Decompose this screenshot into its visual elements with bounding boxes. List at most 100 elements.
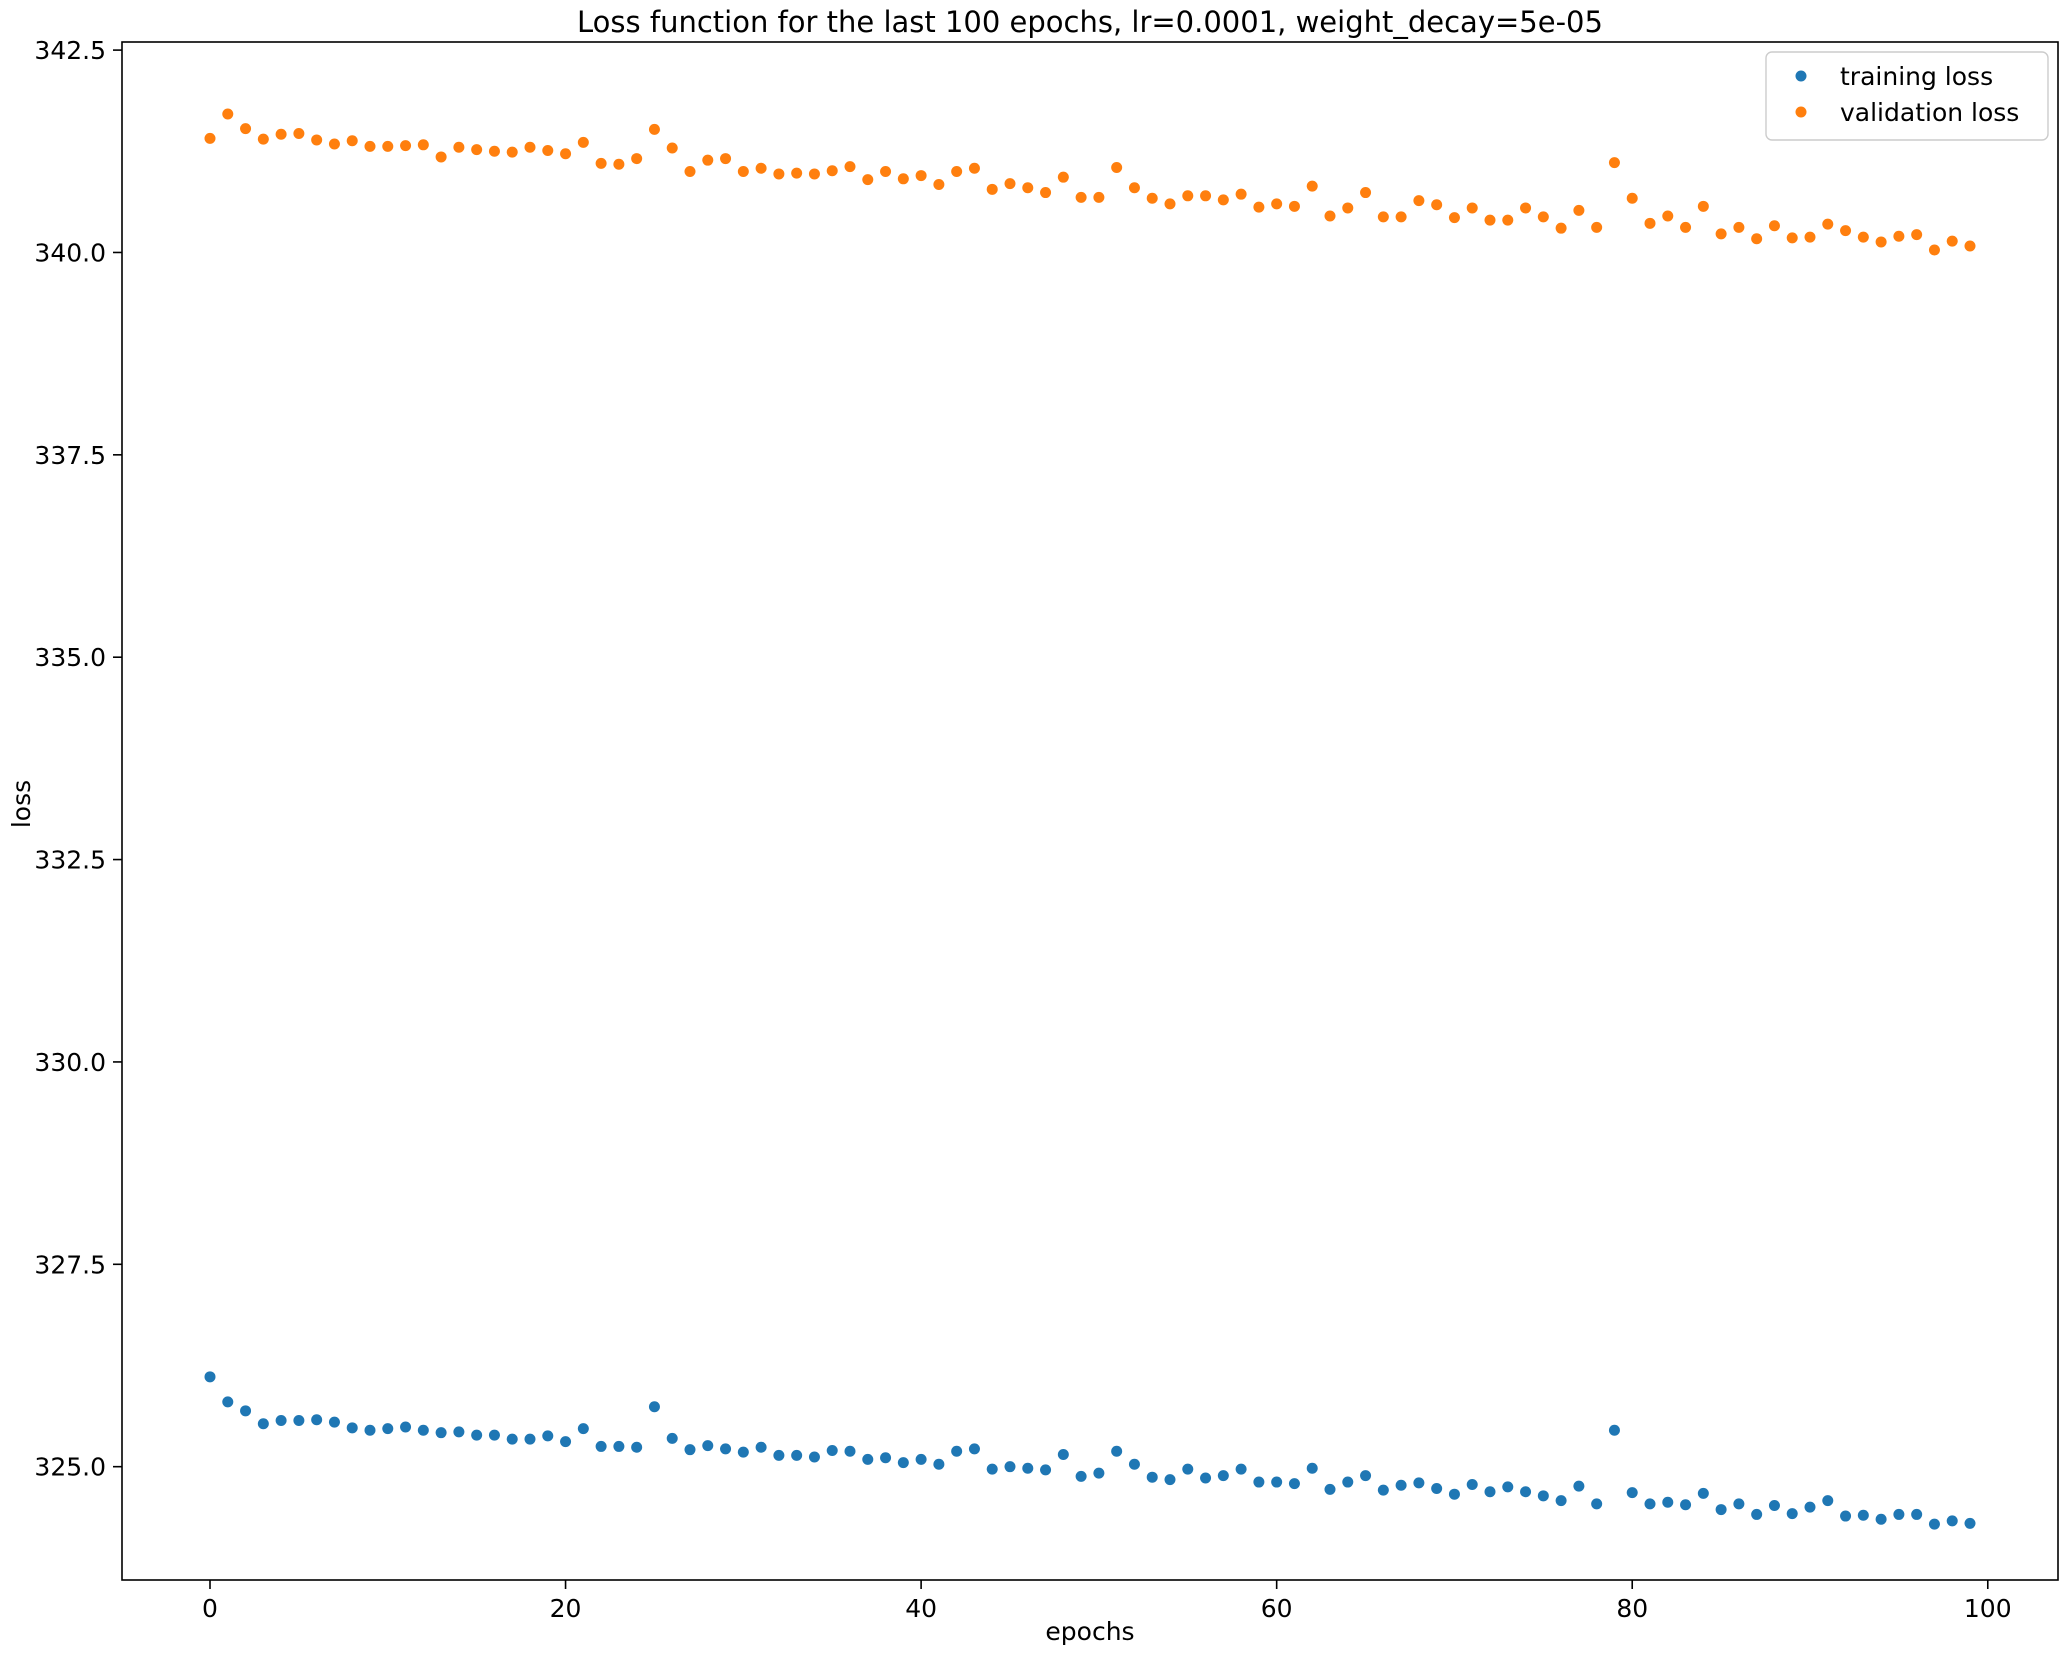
data-point: [1857, 1509, 1869, 1521]
data-point: [1040, 187, 1052, 199]
data-point: [720, 153, 732, 165]
data-point: [471, 1429, 483, 1441]
data-point: [524, 1433, 536, 1445]
data-point: [1360, 187, 1372, 199]
data-point: [1413, 195, 1425, 207]
data-point: [1964, 1517, 1976, 1529]
y-axis-label: loss: [7, 780, 36, 828]
data-point: [897, 173, 909, 185]
data-point: [1075, 1470, 1087, 1482]
data-point: [400, 140, 412, 152]
data-point: [1573, 1480, 1585, 1492]
data-point: [844, 161, 856, 173]
data-point: [1857, 231, 1869, 243]
data-point: [1164, 1474, 1176, 1486]
data-point: [1466, 202, 1478, 214]
y-tick-label: 340.0: [34, 238, 106, 267]
data-point: [1946, 235, 1958, 247]
series-training-loss: [204, 1371, 1976, 1530]
data-point: [417, 139, 429, 151]
data-point: [1946, 1515, 1958, 1527]
data-point: [631, 1441, 643, 1453]
data-point: [1786, 1508, 1798, 1520]
data-point: [1768, 220, 1780, 232]
data-point: [808, 168, 820, 180]
data-point: [1733, 1498, 1745, 1510]
data-point: [1928, 244, 1940, 256]
data-point: [968, 162, 980, 174]
data-point: [1306, 180, 1318, 192]
data-point: [257, 133, 269, 145]
data-point: [986, 183, 998, 195]
data-point: [791, 1449, 803, 1461]
data-point: [1146, 1471, 1158, 1483]
legend-marker: [1795, 70, 1807, 82]
data-point: [933, 178, 945, 190]
data-point: [1200, 190, 1212, 202]
data-point: [666, 1432, 678, 1444]
data-point: [293, 127, 305, 139]
data-point: [542, 1430, 554, 1442]
x-axis: 0 20 40 60 80 100: [202, 1580, 2012, 1623]
data-point: [1111, 1445, 1123, 1457]
data-point: [1271, 198, 1283, 210]
legend-label: validation loss: [1840, 98, 2019, 127]
data-point: [1964, 240, 1976, 252]
data-point: [1555, 1495, 1567, 1507]
x-tick-label: 60: [1261, 1594, 1293, 1623]
data-point: [702, 1440, 714, 1452]
data-point: [1555, 222, 1567, 234]
data-point: [1448, 1488, 1460, 1500]
data-point: [328, 1416, 340, 1428]
data-point: [880, 166, 892, 178]
data-point: [1697, 200, 1709, 212]
y-tick-label: 335.0: [34, 643, 106, 672]
data-point: [1253, 1476, 1265, 1488]
data-point: [577, 136, 589, 148]
data-point: [382, 1423, 394, 1435]
data-point: [933, 1458, 945, 1470]
legend-box: [1765, 51, 2049, 141]
data-point: [1004, 1461, 1016, 1473]
x-tick-label: 0: [202, 1594, 218, 1623]
plot-area: [121, 41, 2059, 1581]
data-point: [1306, 1462, 1318, 1474]
data-point: [1057, 171, 1069, 183]
data-point: [1057, 1449, 1069, 1461]
series-layer: [204, 108, 1976, 1530]
y-tick-label: 337.5: [34, 441, 106, 470]
data-point: [524, 141, 536, 153]
data-point: [844, 1445, 856, 1457]
data-point: [1520, 1486, 1532, 1498]
data-point: [1733, 221, 1745, 233]
data-point: [915, 1453, 927, 1465]
data-point: [897, 1457, 909, 1469]
data-point: [613, 1440, 625, 1452]
data-point: [1911, 229, 1923, 241]
data-point: [648, 123, 660, 135]
x-tick-label: 100: [1964, 1594, 2012, 1623]
data-point: [435, 1427, 447, 1439]
data-point: [204, 1371, 216, 1383]
data-point: [1822, 218, 1834, 230]
data-point: [1235, 1463, 1247, 1475]
data-point: [222, 108, 234, 120]
data-point: [1537, 1490, 1549, 1502]
data-point: [915, 170, 927, 182]
data-point: [1235, 188, 1247, 200]
data-point: [1128, 1458, 1140, 1470]
data-point: [346, 1422, 358, 1434]
data-point: [222, 1396, 234, 1408]
data-point: [1697, 1487, 1709, 1499]
data-point: [1217, 1470, 1229, 1482]
data-point: [275, 1415, 287, 1427]
data-point: [257, 1418, 269, 1430]
data-point: [1395, 211, 1407, 223]
data-point: [1715, 1504, 1727, 1516]
data-point: [1804, 1501, 1816, 1513]
y-tick-label: 330.0: [34, 1048, 106, 1077]
y-tick-label: 332.5: [34, 846, 106, 875]
data-point: [240, 1405, 252, 1417]
data-point: [1928, 1518, 1940, 1530]
data-point: [1626, 1487, 1638, 1499]
